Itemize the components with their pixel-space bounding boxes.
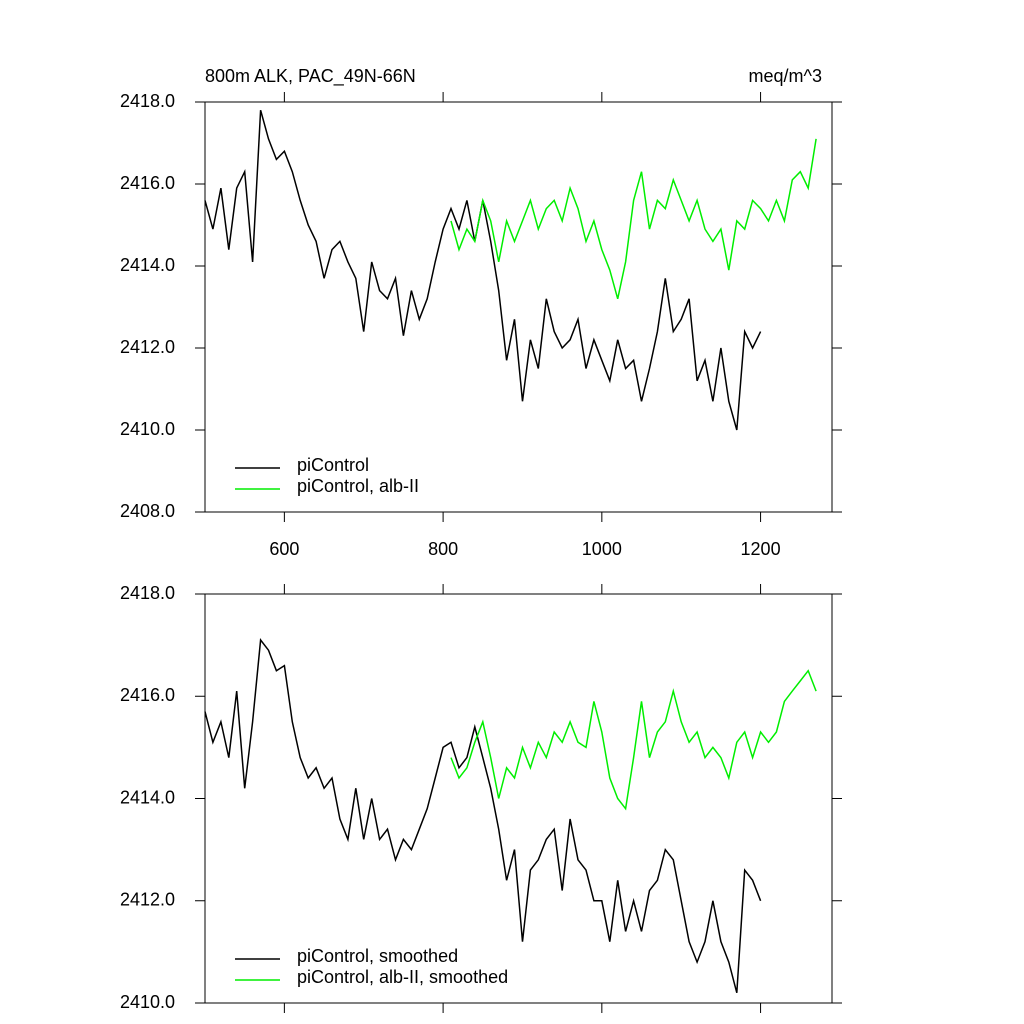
x-tick-label: 800 [428,539,458,559]
x-tick-label: 600 [269,539,299,559]
units-label: meq/m^3 [749,66,822,86]
y-tick-label: 2416.0 [120,685,175,705]
x-tick-label: 1200 [741,539,781,559]
data-line [450,138,817,299]
y-tick-label: 2410.0 [120,419,175,439]
data-line [450,669,817,811]
data-line [204,638,762,993]
plot-frame [204,101,833,513]
y-tick-label: 2412.0 [120,337,175,357]
data-line [204,110,762,431]
y-tick-label: 2418.0 [120,583,175,603]
y-tick-label: 2418.0 [120,91,175,111]
y-tick-label: 2414.0 [120,787,175,807]
y-tick-label: 2412.0 [120,890,175,910]
legend-label: piControl, alb-II [297,476,419,496]
legend-label: piControl [297,455,369,475]
legend-label: piControl, alb-II, smoothed [297,967,508,987]
y-tick-label: 2414.0 [120,255,175,275]
chart-title: 800m ALK, PAC_49N-66N [205,66,416,87]
y-tick-label: 2410.0 [120,992,175,1012]
y-tick-label: 2408.0 [120,501,175,521]
legend-label: piControl, smoothed [297,946,458,966]
y-tick-label: 2416.0 [120,173,175,193]
x-tick-label: 1000 [582,539,622,559]
plot-frame [204,593,833,1004]
